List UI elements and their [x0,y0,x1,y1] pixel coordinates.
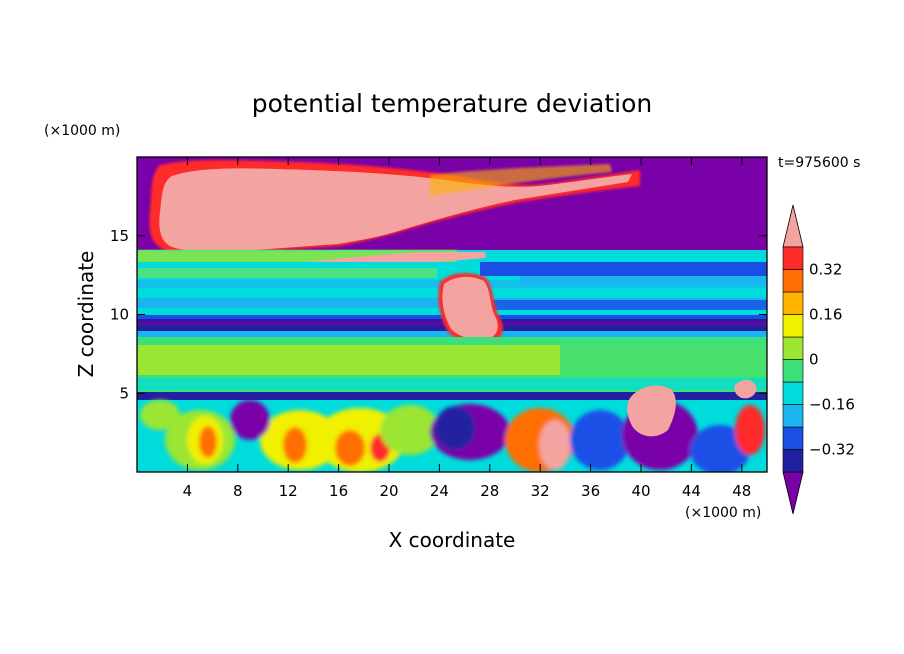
colorbar: 0.32 0.16 0 −0.16 −0.32 [782,204,855,515]
colorbar-label: −0.32 [809,441,855,459]
y-unit-label: (×1000 m) [44,123,120,139]
x-tick-label: 8 [233,482,243,500]
x-tick-label: 24 [430,482,449,500]
x-axis-label: X coordinate [389,528,516,552]
x-tick-label: 16 [329,482,348,500]
x-tick-label: 48 [732,482,751,500]
x-tick-label: 28 [480,482,499,500]
colorbar-swatch [782,336,804,360]
x-tick-label: 44 [682,482,701,500]
y-tick-label: 10 [110,306,129,324]
time-label: t=975600 s [778,155,860,171]
colorbar-swatch [782,359,804,383]
chart-title: potential temperature deviation [252,89,652,118]
y-axis-ticks: 5 10 15 [110,227,767,402]
colorbar-swatch [782,381,804,405]
colorbar-swatch [782,269,804,293]
colorbar-label: −0.16 [809,396,855,414]
x-tick-label: 32 [531,482,550,500]
x-tick-label: 4 [183,482,193,500]
x-axis-ticks: 4 8 12 16 20 24 28 32 36 40 44 48 [183,157,751,500]
colorbar-swatch [782,426,804,450]
colorbar-label: 0.32 [809,261,842,279]
colorbar-swatch [782,291,804,315]
x-tick-label: 40 [631,482,650,500]
y-tick-label: 5 [119,384,129,402]
contour-field [137,157,767,472]
y-tick-label: 15 [110,227,129,245]
y-axis-label: Z coordinate [74,251,98,378]
colorbar-min-triangle [782,471,804,515]
x-unit-label: (×1000 m) [685,505,761,521]
colorbar-label: 0.16 [809,306,842,324]
x-tick-label: 20 [379,482,398,500]
x-tick-label: 12 [279,482,298,500]
colorbar-label: 0 [809,351,819,369]
colorbar-swatch [782,449,804,473]
x-tick-label: 36 [581,482,600,500]
colorbar-swatch [782,314,804,338]
colorbar-swatch [782,404,804,428]
colorbar-swatch [782,246,804,270]
colorbar-max-triangle [782,204,804,248]
